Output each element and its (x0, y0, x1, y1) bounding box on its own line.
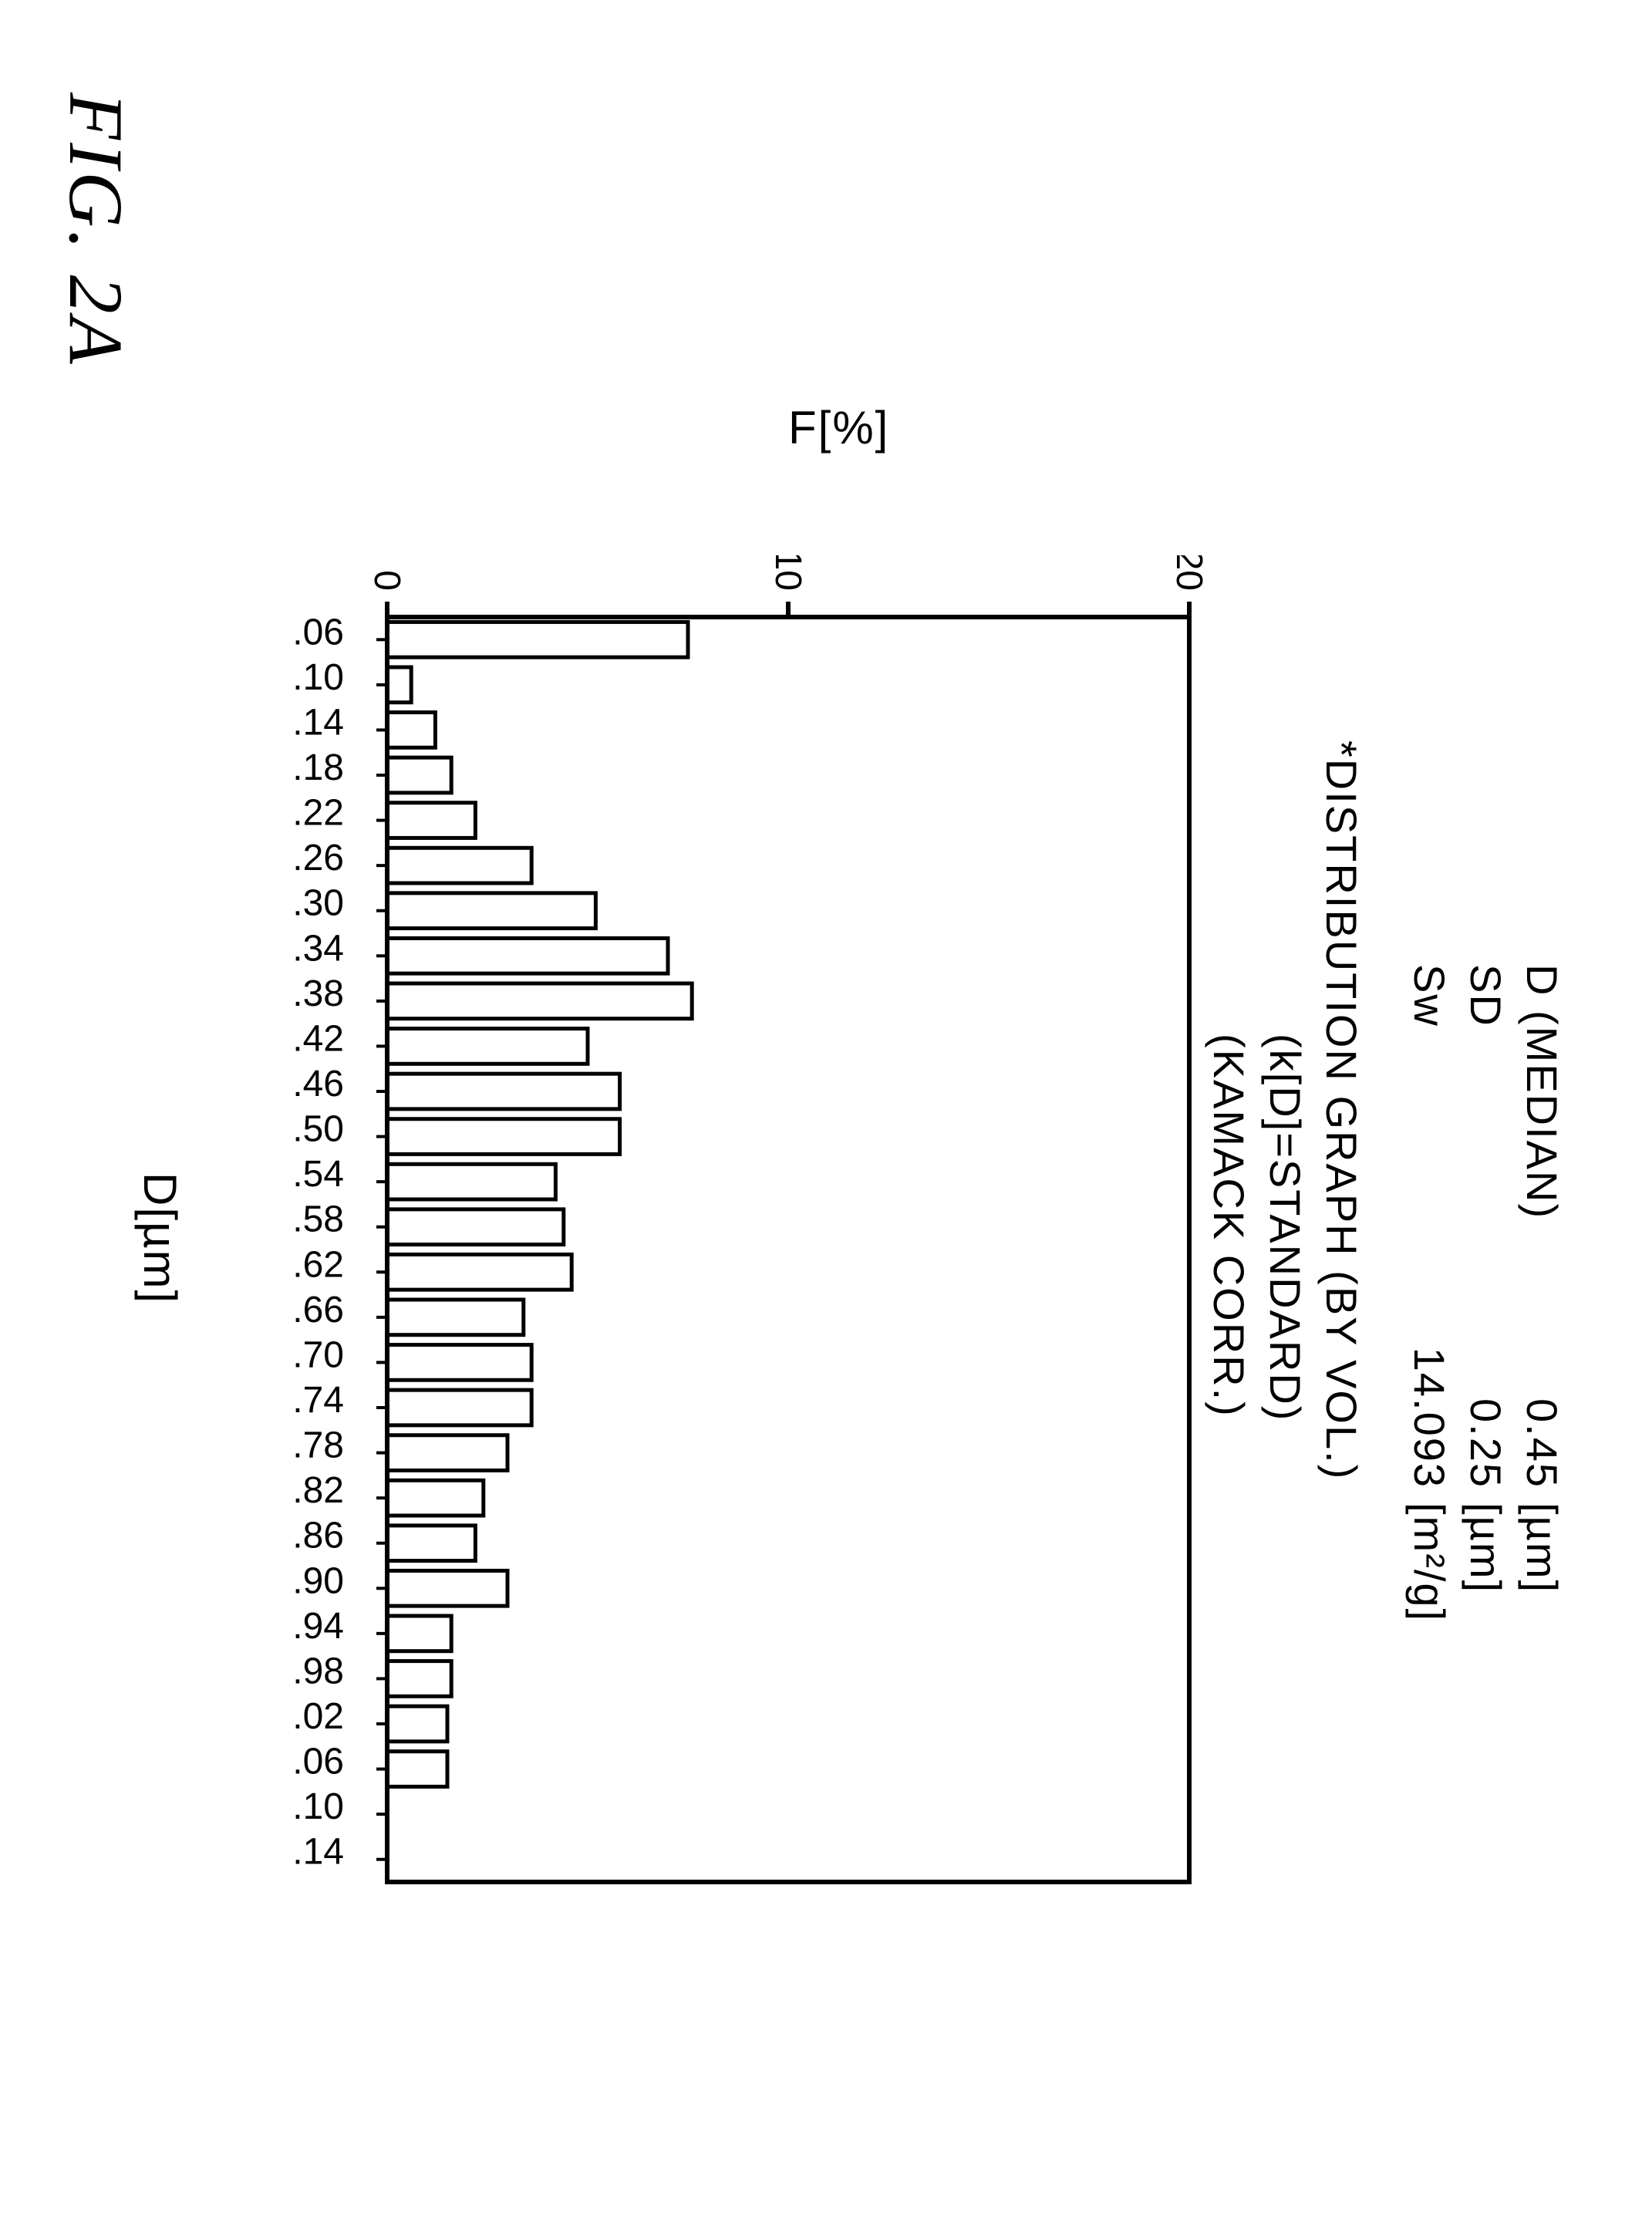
bar (387, 1706, 447, 1742)
y-tick-label: 20 (1168, 555, 1205, 591)
bar (387, 1435, 507, 1471)
distribution-bar-chart: 0 10 20 0.060.100.140.18 0.220.260.300.340.3… (295, 555, 1205, 1913)
stats-row: Sw14.093[m²/g] (1404, 964, 1455, 1672)
bar (387, 1752, 447, 1787)
x-tick-label: 0.30 (295, 883, 344, 924)
x-tick-label: 0.90 (295, 1560, 344, 1601)
stats-header: D (MEDIAN)0.45[µm]SD0.25[µm]Sw14.093[m²/… (1398, 964, 1567, 1672)
x-tick-label: 0.22 (295, 793, 344, 834)
bar (387, 1616, 451, 1651)
stats-label: SD (1461, 964, 1511, 1288)
bar (387, 1209, 564, 1245)
x-tick-label: 0.18 (295, 747, 344, 788)
x-tick-label: 0.78 (295, 1425, 344, 1466)
bar (387, 1119, 620, 1155)
x-tick-label: 0.86 (295, 1516, 344, 1556)
title-line-2: (k[D]=STANDARD) (1260, 740, 1310, 1480)
x-tick-label: 0.42 (295, 1018, 344, 1059)
stats-unit: [µm] (1517, 1489, 1567, 1672)
x-tick-label: 0.50 (295, 1109, 344, 1150)
x-axis-label: D[µm] (133, 1172, 187, 1304)
y-tick-label: 10 (767, 555, 808, 591)
x-tick-label: 0.94 (295, 1606, 344, 1647)
title-line-3: (KAMACK CORR.) (1204, 740, 1254, 1480)
rotated-canvas: D (MEDIAN)0.45[µm]SD0.25[µm]Sw14.093[m²/… (0, 0, 1652, 2236)
x-tick-label: 1.06 (295, 1742, 344, 1782)
stats-value: 0.25 (1461, 1288, 1511, 1489)
x-tick-label: 1.02 (295, 1696, 344, 1737)
stats-value: 14.093 (1404, 1288, 1455, 1489)
x-tick-label: 0.10 (295, 657, 344, 698)
stats-label: D (MEDIAN) (1517, 964, 1567, 1288)
stats-value: 0.45 (1517, 1288, 1567, 1489)
bar (387, 1300, 524, 1335)
x-tick-label: 0.70 (295, 1334, 344, 1375)
bar (387, 1074, 620, 1109)
title-line-1: *DISTRIBUTION GRAPH (BY VOL.) (1317, 740, 1367, 1480)
figure-label: FIG. 2A (52, 93, 140, 367)
x-tick-label: 0.26 (295, 838, 344, 879)
x-tick-label: 0.82 (295, 1470, 344, 1511)
bar (387, 983, 692, 1019)
x-tick-label: 0.54 (295, 1154, 344, 1195)
x-tick-label: 0.06 (295, 612, 344, 653)
bar (387, 1345, 531, 1381)
chart-title-block: *DISTRIBUTION GRAPH (BY VOL.) (k[D]=STAN… (1198, 740, 1367, 1480)
bar (387, 1254, 571, 1290)
x-tick-label: 0.98 (295, 1651, 344, 1691)
bar (387, 1480, 484, 1516)
x-tick-label: 0.58 (295, 1199, 344, 1240)
x-tick-label: 0.38 (295, 973, 344, 1014)
x-tick-label: 0.74 (295, 1380, 344, 1421)
stats-label: Sw (1404, 964, 1455, 1288)
x-tick-label: 0.66 (295, 1290, 344, 1330)
stats-unit: [m²/g] (1404, 1489, 1455, 1672)
bar (387, 757, 451, 793)
stats-unit: [µm] (1461, 1489, 1511, 1672)
y-tick-label: 0 (366, 570, 407, 591)
x-tick-label: 0.62 (295, 1244, 344, 1285)
bar (387, 622, 688, 657)
bar (387, 938, 668, 973)
y-axis-label: F[%] (788, 401, 889, 454)
bar (387, 1029, 588, 1064)
stats-row: D (MEDIAN)0.45[µm] (1517, 964, 1567, 1672)
bar (387, 667, 411, 703)
bar (387, 713, 435, 748)
bar (387, 1390, 531, 1425)
bar (387, 1661, 451, 1697)
x-tick-label: 1.14 (295, 1832, 344, 1873)
bar (387, 848, 531, 883)
bar (387, 1526, 475, 1561)
chart-svg: 0 10 20 0.060.100.140.18 0.220.260.300.340.3… (295, 555, 1205, 1913)
bar (387, 1570, 507, 1606)
x-tick-label: 0.34 (295, 928, 344, 969)
x-tick-label: 0.46 (295, 1064, 344, 1105)
x-tick-label: 1.10 (295, 1786, 344, 1827)
bar (387, 1164, 555, 1199)
bar (387, 893, 595, 929)
stats-row: SD0.25[µm] (1461, 964, 1511, 1672)
bar (387, 803, 475, 838)
x-tick-label: 0.14 (295, 702, 344, 743)
